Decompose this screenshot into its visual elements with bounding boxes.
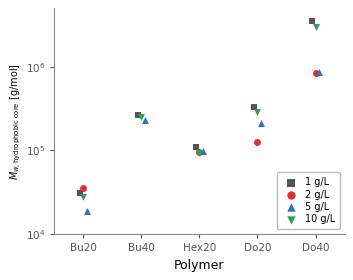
2 g/L bbox=[313, 71, 318, 75]
2 g/L bbox=[80, 185, 86, 190]
5 g/L bbox=[258, 121, 264, 126]
5 g/L bbox=[142, 118, 148, 122]
5 g/L bbox=[316, 70, 322, 74]
2 g/L bbox=[255, 140, 260, 144]
2 g/L bbox=[197, 150, 202, 155]
10 g/L bbox=[313, 25, 318, 29]
1 g/L bbox=[251, 105, 257, 109]
1 g/L bbox=[309, 19, 315, 24]
5 g/L bbox=[84, 209, 89, 213]
Y-axis label: $M_{w,\mathrm{hydrophobic\ core}}$ [g/mol]: $M_{w,\mathrm{hydrophobic\ core}}$ [g/mo… bbox=[8, 63, 23, 180]
Legend: 1 g/L, 2 g/L, 5 g/L, 10 g/L: 1 g/L, 2 g/L, 5 g/L, 10 g/L bbox=[276, 172, 340, 229]
X-axis label: Polymer: Polymer bbox=[174, 259, 225, 272]
10 g/L bbox=[138, 115, 144, 119]
1 g/L bbox=[135, 113, 140, 117]
1 g/L bbox=[77, 191, 83, 195]
10 g/L bbox=[80, 194, 86, 199]
10 g/L bbox=[197, 151, 202, 155]
10 g/L bbox=[255, 109, 260, 114]
1 g/L bbox=[193, 145, 199, 149]
5 g/L bbox=[200, 149, 206, 153]
